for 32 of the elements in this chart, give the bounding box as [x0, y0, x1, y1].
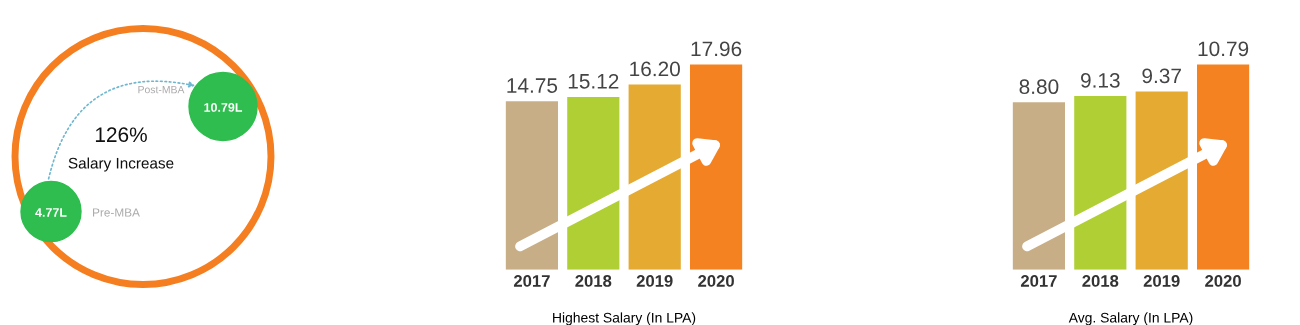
data-label: 16.20 — [630, 61, 680, 77]
bar — [690, 64, 743, 270]
x-tick-label: 2018 — [575, 275, 612, 287]
bar — [1135, 91, 1188, 270]
data-label: 8.80 — [1019, 79, 1059, 95]
bar — [628, 84, 681, 270]
text: 126% — [95, 127, 147, 143]
text: Post-MBA — [138, 86, 185, 94]
x-tick-label: 2019 — [636, 275, 673, 287]
data-label: 10.79 — [1198, 41, 1249, 57]
bar — [1012, 102, 1065, 270]
x-tick-label: 2017 — [1020, 275, 1057, 287]
x-tick-label: 2020 — [1205, 275, 1241, 287]
x-tick-label: 2019 — [1143, 275, 1180, 287]
bar — [505, 101, 558, 270]
text: 10.79L — [204, 103, 243, 112]
data-label: 17.96 — [691, 41, 742, 57]
data-label: 15.12 — [568, 73, 619, 89]
text: Pre-MBA — [93, 208, 140, 217]
data-label: 9.13 — [1081, 73, 1120, 88]
bar — [1074, 96, 1127, 270]
text: Salary Increase — [68, 157, 174, 172]
x-axis-title: Highest Salary (In LPA) — [553, 312, 696, 325]
bar — [1197, 64, 1250, 270]
x-tick-label: 2017 — [513, 275, 550, 287]
x-tick-label: 2020 — [698, 275, 734, 287]
x-axis-title: Avg. Salary (In LPA) — [1068, 312, 1193, 325]
x-tick-label: 2018 — [1082, 275, 1119, 287]
bar — [567, 96, 620, 270]
text: 4.77L — [35, 208, 67, 217]
data-label: 9.37 — [1142, 68, 1181, 84]
data-label: 14.75 — [507, 78, 558, 93]
